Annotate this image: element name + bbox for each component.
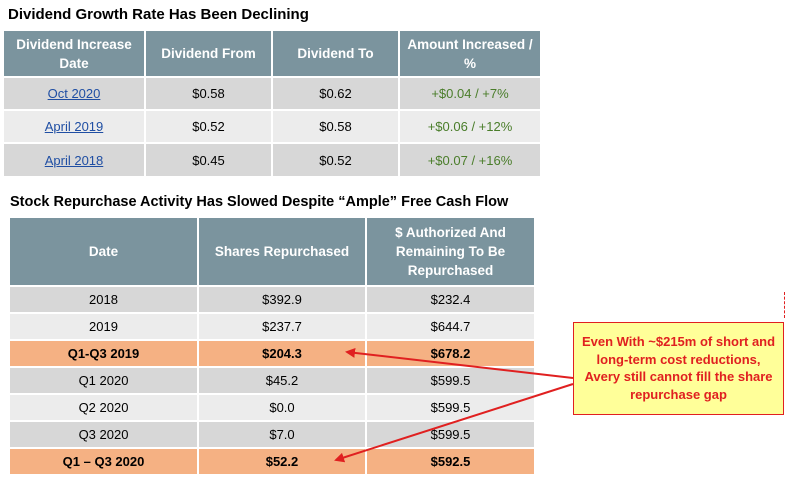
table-row: Q2 2020 $0.0 $599.5 [10,394,534,422]
dividend-date-link[interactable]: Oct 2020 [47,86,101,101]
repurchase-shares-cell: $392.9 [198,286,367,314]
repurchase-header-date: Date [10,218,199,287]
dividend-date-link[interactable]: April 2018 [44,152,104,168]
repurchase-header-shares: Shares Repurchased [198,218,367,287]
repurchase-date-cell: Q1-Q3 2019 [10,340,199,368]
callout-box: Even With ~$215m of short and long-term … [573,322,784,415]
repurchase-date-cell: Q1 2020 [10,367,199,395]
repurchase-table: Date Shares Repurchased $ Authorized And… [10,218,534,476]
table-row: April 2019 $0.52 $0.58 +$0.06 / +12% [4,110,540,144]
repurchase-section-title: Stock Repurchase Activity Has Slowed Des… [10,194,509,210]
table-row: 2019 $237.7 $644.7 [10,313,534,341]
dividend-increase-cell: +$0.04 / +7% [399,77,540,111]
table-row: April 2018 $0.45 $0.52 +$0.07 / +16% [4,143,540,178]
dashed-marker [784,292,794,318]
repurchase-shares-cell: $45.2 [198,367,367,395]
repurchase-date-cell: Q2 2020 [10,394,199,422]
dividend-from-cell: $0.45 [145,143,273,178]
repurchase-date-cell: Q3 2020 [10,421,199,449]
dividend-date-link[interactable]: April 2019 [44,119,104,134]
repurchase-shares-cell: $0.0 [198,394,367,422]
repurchase-remaining-cell: $599.5 [366,421,534,449]
table-row: Q1 2020 $45.2 $599.5 [10,367,534,395]
dividend-header-increase: Amount Increased / % [399,31,540,78]
dividend-table: Dividend Increase Date Dividend From Div… [4,31,540,178]
dividend-section-title: Dividend Growth Rate Has Been Declining [8,6,309,23]
table-row: Q3 2020 $7.0 $599.5 [10,421,534,449]
dividend-header-date: Dividend Increase Date [4,31,146,78]
repurchase-shares-cell: $237.7 [198,313,367,341]
repurchase-date-cell: Q1 – Q3 2020 [10,448,199,476]
dividend-increase-cell: +$0.06 / +12% [399,110,540,144]
table-row: 2018 $392.9 $232.4 [10,286,534,314]
repurchase-remaining-cell: $592.5 [366,448,534,476]
dividend-to-cell: $0.52 [272,143,400,178]
arrow-to-2019-row [345,347,574,379]
dividend-from-cell: $0.58 [145,77,273,111]
repurchase-date-cell: 2018 [10,286,199,314]
dividend-header-to: Dividend To [272,31,400,78]
table-row: Oct 2020 $0.58 $0.62 +$0.04 / +7% [4,77,540,111]
repurchase-remaining-cell: $599.5 [366,394,534,422]
dividend-to-cell: $0.58 [272,110,400,144]
dividend-from-cell: $0.52 [145,110,273,144]
repurchase-date-cell: 2019 [10,313,199,341]
repurchase-shares-cell: $204.3 [198,340,367,368]
table-row: Q1-Q3 2019 $204.3 $678.2 [10,340,534,368]
repurchase-header-remaining: $ Authorized And Remaining To Be Repurch… [366,218,534,287]
dividend-to-cell: $0.62 [272,77,400,111]
dividend-increase-cell: +$0.07 / +16% [399,143,540,178]
repurchase-remaining-cell: $599.5 [366,367,534,395]
arrow-to-2020-row [334,383,574,463]
repurchase-remaining-cell: $232.4 [366,286,534,314]
repurchase-remaining-cell: $644.7 [366,313,534,341]
repurchase-shares-cell: $7.0 [198,421,367,449]
dividend-header-from: Dividend From [145,31,273,78]
